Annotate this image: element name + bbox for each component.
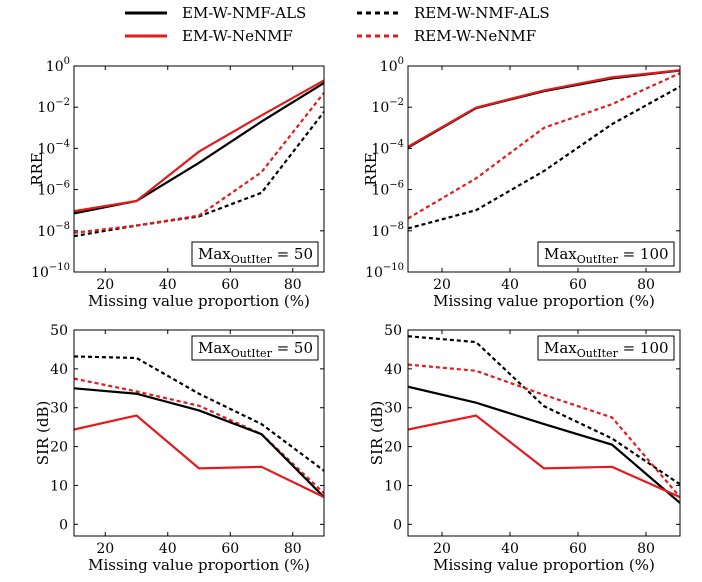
y-tick-label: 10−2	[371, 97, 404, 116]
legend-label-em-w-nmf-als: EM-W-NMF-ALS	[182, 4, 306, 22]
series-line-rem-w-nmf-als	[74, 355, 324, 472]
y-tick-label: 50	[50, 323, 68, 339]
series-line-rem-w-nmf-als	[408, 335, 680, 486]
series-line-em-w-nenmf	[408, 69, 680, 148]
chart-panel-3: 20 40 60 80 0 10 20 30 40 50 Missing value proport…	[34, 323, 325, 574]
series-line-rem-w-nmf-als	[74, 111, 324, 238]
annotation-box: MaxOutIter = 100	[537, 241, 675, 267]
y-axis-label: RRE	[28, 152, 46, 186]
y-tick-label: 10−4	[371, 138, 404, 157]
y-tick-label: 30	[50, 401, 68, 417]
series-line-em-w-nenmf	[74, 414, 324, 499]
y-tick-label: 10	[50, 478, 68, 494]
x-tick-label: 20	[96, 541, 114, 557]
x-tick-label: 40	[159, 277, 177, 293]
annotation-frame	[191, 335, 319, 361]
y-tick-label: 10−10	[31, 262, 70, 281]
x-tick-label: 80	[637, 541, 655, 557]
x-axis-label: Missing value proportion (%)	[88, 292, 310, 310]
x-axis-label: Missing value proportion (%)	[433, 556, 655, 574]
chart-panel-2: 20 40 60 80 10−10 10−8 10−6 10−4 10−2 100 Missing …	[362, 56, 681, 310]
y-tick-label: 20	[384, 440, 402, 456]
y-tick-label: 100	[380, 56, 404, 75]
annotation-text: MaxOutIter = 100	[544, 245, 669, 266]
series-line-rem-w-nenmf	[408, 72, 680, 220]
annotation-frame	[537, 241, 675, 267]
series-line-rem-w-nenmf	[74, 377, 324, 495]
series-line-em-w-nmf-als	[74, 387, 324, 498]
plot-frame	[407, 65, 681, 273]
x-tick-label: 80	[637, 277, 655, 293]
x-tick-label: 60	[569, 541, 587, 557]
legend-label-rem-w-nenmf: REM-W-NeNMF	[414, 27, 536, 45]
x-tick-label: 40	[501, 277, 519, 293]
x-axis-label: Missing value proportion (%)	[88, 556, 310, 574]
series-line-em-w-nenmf	[74, 79, 324, 213]
legend-label-em-w-nenmf: EM-W-NeNMF	[182, 27, 293, 45]
x-tick-label: 60	[221, 277, 239, 293]
y-axis-label: RRE	[362, 152, 380, 186]
y-tick-label: 10−6	[37, 180, 70, 199]
series-line-em-w-nenmf	[408, 414, 680, 499]
annotation-frame	[191, 241, 319, 267]
legend-label-rem-w-nmf-als: REM-W-NMF-ALS	[414, 4, 550, 22]
series-line-rem-w-nenmf	[74, 92, 324, 234]
chart-panel-4: 20 40 60 80 0 10 20 30 40 50 Missing value proport…	[368, 323, 681, 574]
y-tick-label: 40	[384, 362, 402, 378]
series-line-rem-w-nmf-als	[408, 85, 680, 230]
plot-frame	[407, 329, 681, 537]
panels: 20 40 60 8010−1010−810−610−410−2100Missing …	[28, 56, 681, 574]
y-tick-label: 10−2	[37, 97, 70, 116]
y-tick-label: 0	[59, 517, 68, 533]
x-axis-label: Missing value proportion (%)	[433, 292, 655, 310]
y-tick-label: 10−6	[371, 180, 404, 199]
annotation-box: MaxOutIter = 100	[537, 335, 675, 361]
y-tick-label: 50	[384, 323, 402, 339]
x-tick-label: 20	[433, 541, 451, 557]
x-tick-label: 40	[501, 541, 519, 557]
y-tick-label: 100	[46, 56, 70, 75]
y-axis-label: SIR (dB)	[368, 401, 386, 466]
y-tick-label: 0	[393, 517, 402, 533]
series-line-rem-w-nenmf	[408, 363, 680, 498]
plot-frame	[73, 329, 325, 537]
x-tick-label: 40	[159, 541, 177, 557]
y-tick-label: 10−10	[365, 262, 404, 281]
x-tick-label: 60	[569, 277, 587, 293]
x-tick-label: 20	[96, 277, 114, 293]
annotation-text: MaxOutIter = 100	[544, 339, 669, 360]
y-tick-label: 30	[384, 401, 402, 417]
annotation-text: MaxOutIter = 50	[198, 339, 313, 360]
x-tick-label: 80	[284, 277, 302, 293]
legend: EM-W-NMF-ALS REM-W-NMF-ALS EM-W-NeNMF REM-W…	[125, 4, 550, 45]
y-tick-label: 10	[384, 478, 402, 494]
series-line-em-w-nmf-als	[408, 385, 680, 504]
chart-panel-1: 20 40 60 80 10−10 10−8 10−6 10−4 10−2 100 Missing …	[28, 56, 325, 310]
x-tick-label: 20	[433, 277, 451, 293]
y-axis-label: SIR (dB)	[34, 401, 52, 466]
x-tick-label: 80	[284, 541, 302, 557]
y-tick-label: 10−8	[37, 221, 70, 240]
y-tick-label: 10−4	[37, 138, 70, 157]
annotation-box: MaxOutIter = 50	[191, 241, 319, 267]
y-tick-label: 40	[50, 362, 68, 378]
plot-frame	[73, 65, 325, 273]
y-tick-label: 20	[50, 440, 68, 456]
annotation-box: MaxOutIter = 50	[191, 335, 319, 361]
x-tick-label: 60	[221, 541, 239, 557]
annotation-text: MaxOutIter = 50	[198, 245, 313, 266]
y-tick-label: 10−8	[371, 221, 404, 240]
annotation-frame	[537, 335, 675, 361]
